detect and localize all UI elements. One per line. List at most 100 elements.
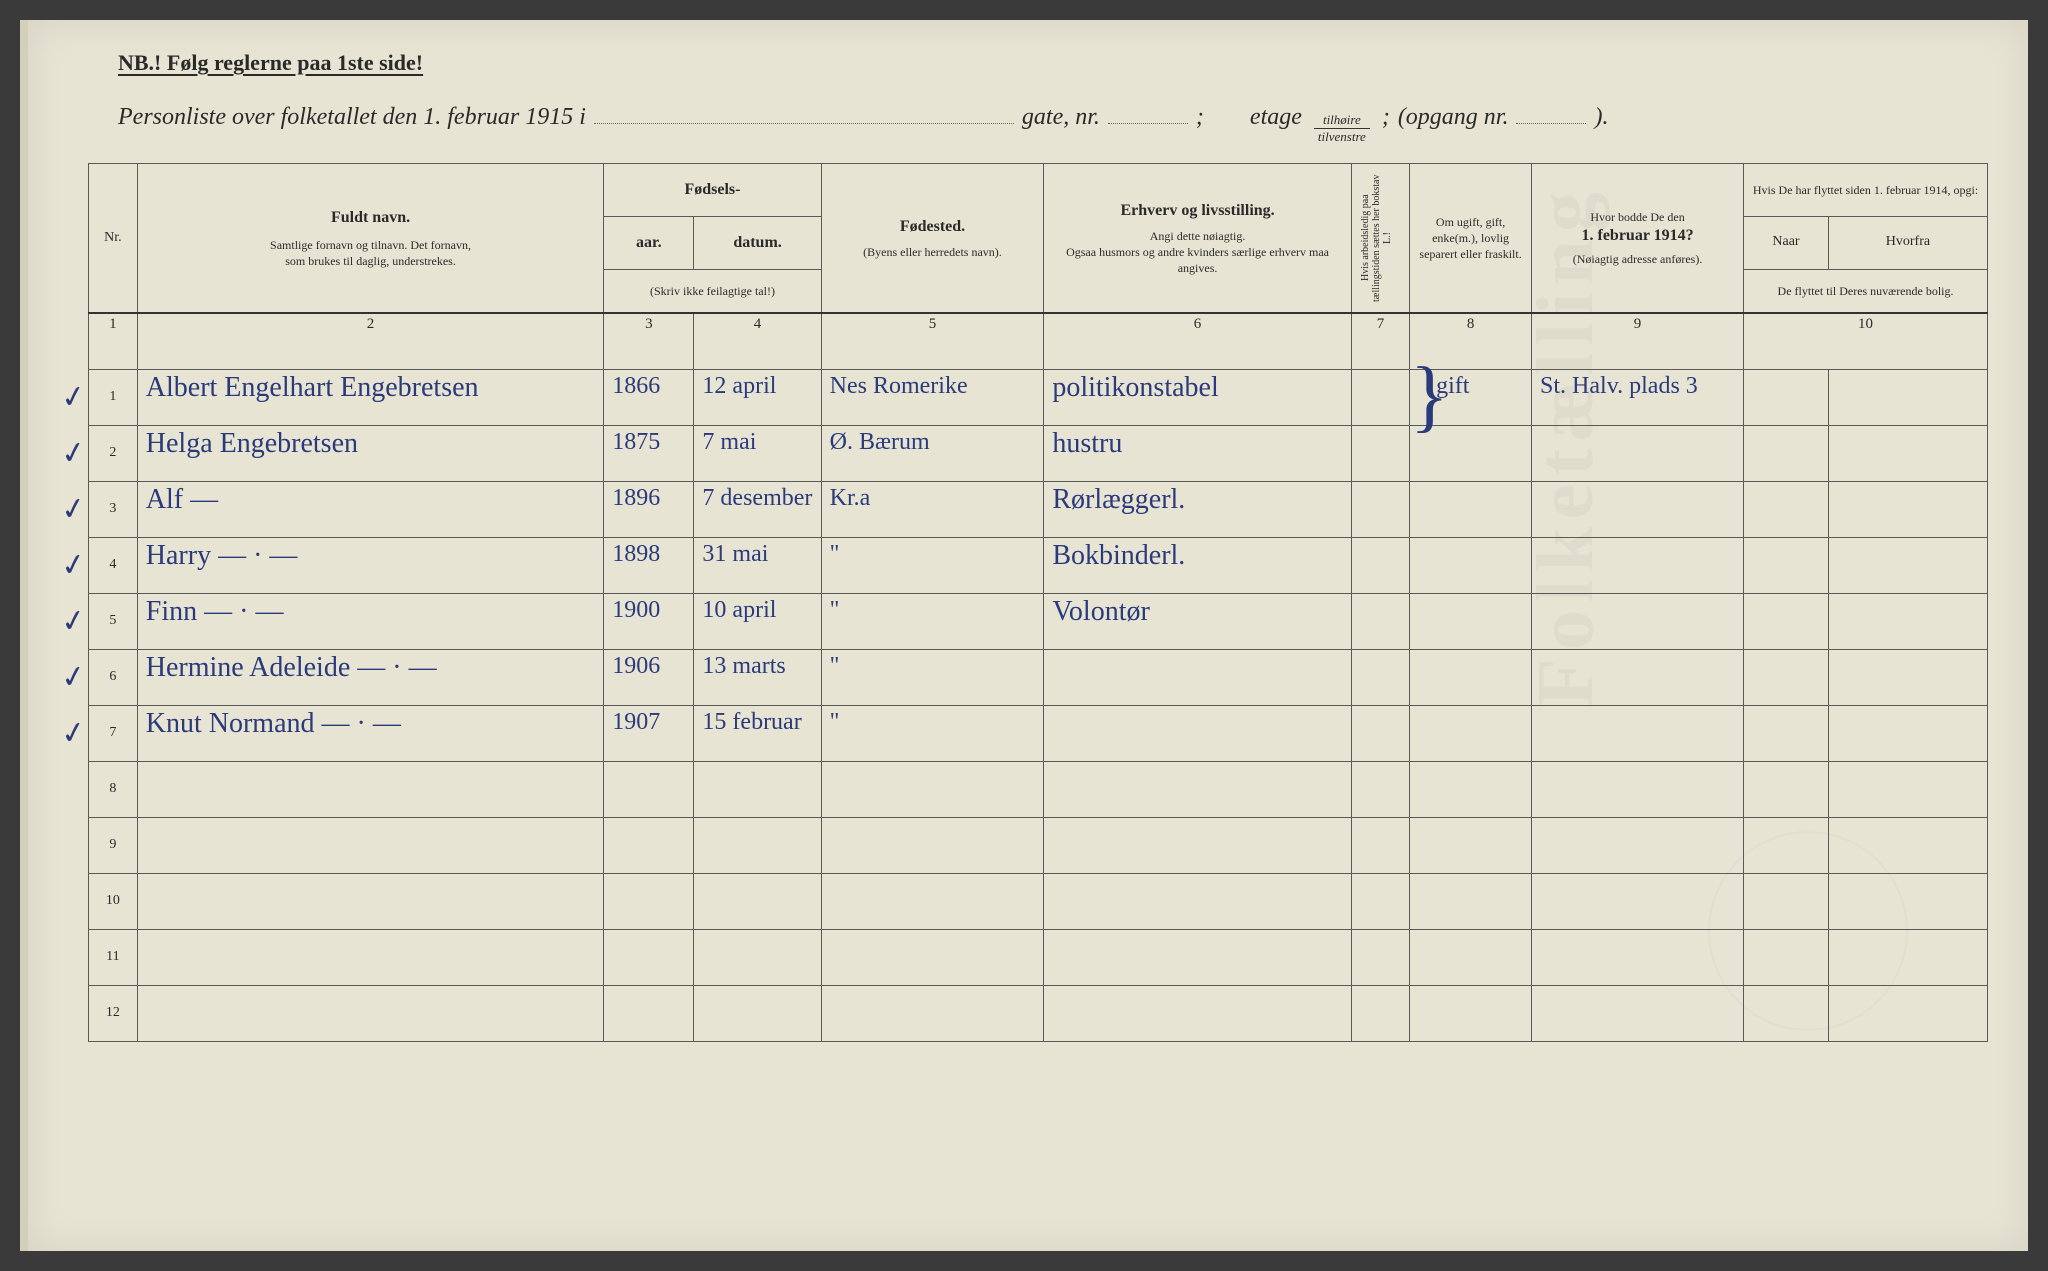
cell-name: Helga Engebretsen: [137, 425, 604, 481]
table-row: 12: [89, 985, 1988, 1041]
cell-nr: 12: [89, 985, 138, 1041]
cell-year: 1866: [604, 369, 694, 425]
opgang-suffix: ).: [1594, 104, 1608, 131]
hdr-birth-top: Fødsels-: [604, 164, 821, 217]
hdr-birth-note: (Skriv ikke feilagtige tal!): [604, 269, 821, 313]
hdr-unemployed: Hvis arbeidsledig paa tællingstiden sætt…: [1351, 164, 1409, 314]
table-row: 11: [89, 929, 1988, 985]
cell-marital: [1410, 817, 1532, 873]
cell-place: [821, 929, 1044, 985]
cell-occupation: hustru: [1044, 425, 1351, 481]
cell-name: [137, 929, 604, 985]
cell-occupation: [1044, 985, 1351, 1041]
cell-unemployed: [1351, 369, 1409, 425]
hdr-when: Naar: [1744, 216, 1829, 269]
hdr-occupation: Erhverv og livsstilling. Angi dette nøia…: [1044, 164, 1351, 314]
table-row: ✓5Finn — · —190010 april"Volontør: [89, 593, 1988, 649]
cell-year: 1906: [604, 649, 694, 705]
hdr-moved-top: Hvis De har flyttet siden 1. februar 191…: [1744, 164, 1988, 217]
cell-occupation: [1044, 873, 1351, 929]
table-row: ✓1Albert Engelhart Engebretsen186612 apr…: [89, 369, 1988, 425]
cell-nr: 8: [89, 761, 138, 817]
colnum-7: 7: [1351, 313, 1409, 369]
cell-occupation: politikonstabel: [1044, 369, 1351, 425]
cell-marital: [1410, 873, 1532, 929]
cell-marital: [1410, 761, 1532, 817]
table-row: 8: [89, 761, 1988, 817]
cell-date: 7 desember: [694, 481, 821, 537]
cell-nr: ✓4: [89, 537, 138, 593]
cell-date: 7 mai: [694, 425, 821, 481]
cell-name: [137, 761, 604, 817]
cell-prev-address: St. Halv. plads 3: [1532, 369, 1744, 425]
colnum-10: 10: [1744, 313, 1988, 369]
cell-date: [694, 817, 821, 873]
cell-name: Knut Normand — · —: [137, 705, 604, 761]
cell-nr: 9: [89, 817, 138, 873]
cell-wherefrom: [1828, 425, 1987, 481]
hdr-wherefrom: Hvorfra: [1828, 216, 1987, 269]
cell-unemployed: [1351, 593, 1409, 649]
cell-when: [1744, 705, 1829, 761]
cell-prev-address: [1532, 593, 1744, 649]
check-mark: ✓: [58, 434, 89, 473]
cell-unemployed: [1351, 537, 1409, 593]
cell-wherefrom: [1828, 369, 1987, 425]
check-mark: ✓: [58, 714, 89, 753]
cell-occupation: Rørlæggerl.: [1044, 481, 1351, 537]
colnum-9: 9: [1532, 313, 1744, 369]
cell-prev-address: [1532, 425, 1744, 481]
cell-place: [821, 817, 1044, 873]
cell-prev-address: [1532, 817, 1744, 873]
cell-place: ": [821, 537, 1044, 593]
cell-place: [821, 985, 1044, 1041]
check-mark: ✓: [58, 658, 89, 697]
cell-name: Albert Engelhart Engebretsen: [137, 369, 604, 425]
table-row: ✓3Alf —18967 desemberKr.aRørlæggerl.: [89, 481, 1988, 537]
cell-occupation: [1044, 705, 1351, 761]
table-row: ✓4Harry — · —189831 mai"Bokbinderl.: [89, 537, 1988, 593]
stamp-circle: [1708, 831, 1908, 1031]
cell-year: [604, 761, 694, 817]
opgang-label: (opgang nr.: [1398, 104, 1509, 131]
cell-occupation: Bokbinderl.: [1044, 537, 1351, 593]
colnum-6: 6: [1044, 313, 1351, 369]
cell-unemployed: [1351, 425, 1409, 481]
column-number-row: 1 2 3 4 5 6 7 8 9 10: [89, 313, 1988, 369]
cell-occupation: [1044, 929, 1351, 985]
opgang-blank: [1516, 100, 1586, 124]
colnum-3: 3: [604, 313, 694, 369]
cell-wherefrom: [1828, 593, 1987, 649]
cell-when: [1744, 537, 1829, 593]
cell-name: Finn — · —: [137, 593, 604, 649]
hdr-date: datum.: [694, 216, 821, 269]
cell-place: [821, 873, 1044, 929]
cell-prev-address: [1532, 985, 1744, 1041]
hdr-moved-bottom: De flyttet til Deres nuværende bolig.: [1744, 269, 1988, 313]
cell-when: [1744, 761, 1829, 817]
cell-when: [1744, 593, 1829, 649]
hdr-prev-address: Hvor bodde De den 1. februar 1914? (Nøia…: [1532, 164, 1744, 314]
cell-marital: [1410, 481, 1532, 537]
cell-nr: 11: [89, 929, 138, 985]
cell-occupation: [1044, 649, 1351, 705]
hdr-marital: Om ugift, gift, enke(m.), lovlig separer…: [1410, 164, 1532, 314]
cell-year: 1875: [604, 425, 694, 481]
cell-place: ": [821, 649, 1044, 705]
cell-prev-address: [1532, 481, 1744, 537]
check-mark: ✓: [58, 602, 89, 641]
cell-wherefrom: [1828, 481, 1987, 537]
gate-label: gate, nr.: [1022, 104, 1100, 131]
cell-marital: }gift: [1410, 369, 1532, 425]
cell-date: 12 april: [694, 369, 821, 425]
cell-unemployed: [1351, 481, 1409, 537]
brace-icon: }: [1410, 376, 1448, 416]
table-row: ✓2Helga Engebretsen18757 maiØ. Bærumhust…: [89, 425, 1988, 481]
cell-nr: ✓2: [89, 425, 138, 481]
check-mark: ✓: [58, 546, 89, 585]
cell-wherefrom: [1828, 761, 1987, 817]
cell-when: [1744, 649, 1829, 705]
cell-nr: ✓7: [89, 705, 138, 761]
cell-date: 15 februar: [694, 705, 821, 761]
cell-unemployed: [1351, 649, 1409, 705]
